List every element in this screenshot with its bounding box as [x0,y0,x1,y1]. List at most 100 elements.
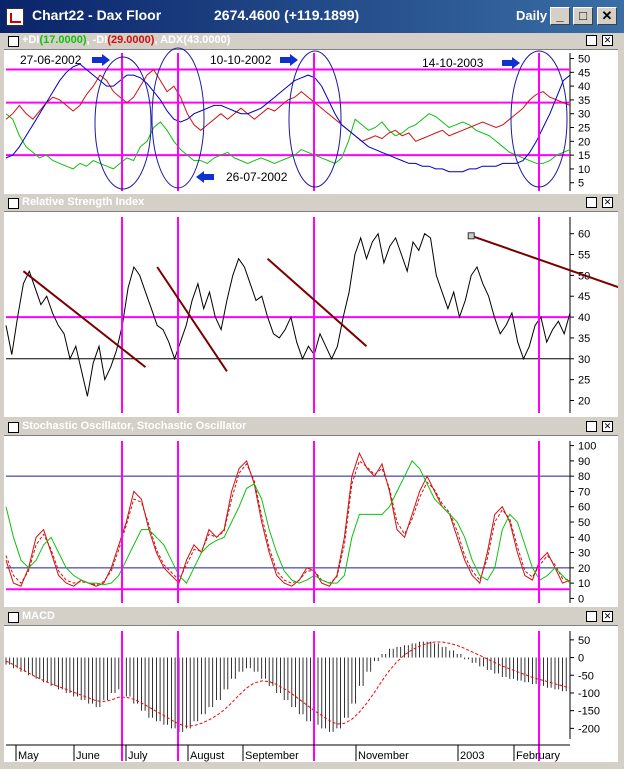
y-tick-label: 90 [578,456,590,468]
x-tick-label: May [18,750,39,762]
dmi-title-part: (43.0000) [183,34,231,46]
y-tick-label: 20 [578,136,590,148]
dmi-series-di [5,113,571,170]
y-tick-label: -150 [578,706,600,718]
panel-icon [8,36,19,47]
close-button[interactable]: ✕ [597,7,617,25]
x-tick-label: July [128,750,148,762]
y-tick-label: 80 [578,471,590,483]
y-tick-label: 45 [578,67,590,79]
date-annotation: 27-06-2002 [20,53,82,67]
date-annotation: 10-10-2002 [210,53,272,67]
y-tick-label: 50 [578,635,590,647]
y-tick-label: 20 [578,563,590,575]
date-annotation: 26-07-2002 [226,170,288,184]
y-tick-label: 0 [578,593,584,605]
y-tick-label: 10 [578,164,590,176]
y-tick-label: 5 [578,178,584,190]
rsi-panel-header: Relative Strength Index ✕ [4,195,618,212]
dmi-highlight-ellipse [151,47,205,189]
panel-close-button[interactable]: ✕ [602,611,613,622]
rsi-panel-title: Relative Strength Index [22,196,145,208]
window-title: Chart22 - Dax Floor [32,7,162,23]
price-readout: 2674.4600 (+119.1899) [214,7,360,23]
dmi-title-part: (17.0000) [39,34,87,46]
maximize-button[interactable]: □ [573,7,593,25]
x-tick-label: November [358,750,409,762]
y-tick-label: 35 [578,333,590,345]
x-tick-label: June [76,750,100,762]
y-tick-label: -200 [578,723,600,735]
y-tick-label: 55 [578,250,590,262]
macd-chart: 50 0 -50 -100 -150 -200 May June July August Septe… [5,631,600,762]
dmi-highlight-ellipse [288,50,342,188]
y-tick-label: 30 [578,548,590,560]
period-label: Daily [516,8,548,23]
panel-icon [8,612,19,623]
y-tick-label: 30 [578,354,590,366]
panel-maximize-button[interactable] [586,197,597,208]
stochastic-panel-title: Stochastic Oscillator, Stochastic Oscill… [22,420,247,432]
arrow-left-icon [196,171,214,183]
window-titlebar: Chart22 - Dax Floor 2674.4600 (+119.1899… [0,0,624,33]
stochastic-series-k [5,451,571,587]
panel-close-button[interactable]: ✕ [602,35,613,46]
stochastic-series-slow [5,460,571,586]
panel-maximize-button[interactable] [586,421,597,432]
dmi-panel-header: +DI(17.0000), -DI(29.0000), ADX(43.0000)… [4,33,618,50]
x-tick-label: 2003 [460,750,484,762]
rsi-panel: Relative Strength Index ✕ 20 25 30 35 40 45 50… [4,195,618,417]
stochastic-chart: 0 10 20 30 40 50 60 70 80 90 100 [5,441,596,605]
y-tick-label: 100 [578,441,596,453]
chart-app-icon [6,8,24,26]
x-tick-label: February [516,750,561,762]
y-tick-label: 10 [578,578,590,590]
panel-close-button[interactable]: ✕ [602,421,613,432]
macd-panel-header: MACD ✕ [4,609,618,626]
panel-maximize-button[interactable] [586,611,597,622]
stochastic-panel: Stochastic Oscillator, Stochastic Oscill… [4,419,618,607]
y-tick-label: 60 [578,502,590,514]
y-tick-label: 40 [578,532,590,544]
macd-signal-line [5,641,571,727]
trendline-handle [467,232,475,240]
panel-icon [8,198,19,209]
rsi-trendline [266,257,368,348]
y-tick-label: 70 [578,486,590,498]
y-tick-label: -50 [578,670,594,682]
y-tick-label: 45 [578,291,590,303]
y-tick-label: 50 [578,54,590,66]
rsi-line [5,232,571,397]
y-tick-label: 35 [578,95,590,107]
arrow-right-icon [502,57,520,69]
rsi-trendline [156,266,228,372]
arrow-right-icon [92,54,110,66]
status-bar [4,763,618,769]
macd-panel-title: MACD [22,610,55,622]
dmi-highlight-ellipse [94,56,152,190]
panel-close-button[interactable]: ✕ [602,197,613,208]
x-tick-label: September [245,750,299,762]
y-tick-label: 0 [578,653,584,665]
dmi-series-di [5,68,571,142]
y-tick-label: 60 [578,229,590,241]
stochastic-series-d [5,460,571,586]
y-tick-label: 25 [578,375,590,387]
y-tick-label: 40 [578,81,590,93]
y-tick-label: 25 [578,123,590,135]
minimize-button[interactable]: _ [550,7,570,25]
dmi-highlight-ellipse [510,50,568,188]
rsi-trendline [470,234,618,289]
dmi-title-part: , ADX [154,34,184,46]
arrow-right-icon [280,54,298,66]
date-annotation: 14-10-2003 [422,56,484,70]
rsi-trendline [22,270,147,368]
dmi-title-part: +DI [22,34,40,46]
panel-maximize-button[interactable] [586,35,597,46]
dmi-series-adx [5,63,571,173]
macd-panel: MACD ✕ 50 0 -50 -100 -150 -200 May June July Augu… [4,609,618,762]
dmi-title-part: , -DI [86,34,108,46]
